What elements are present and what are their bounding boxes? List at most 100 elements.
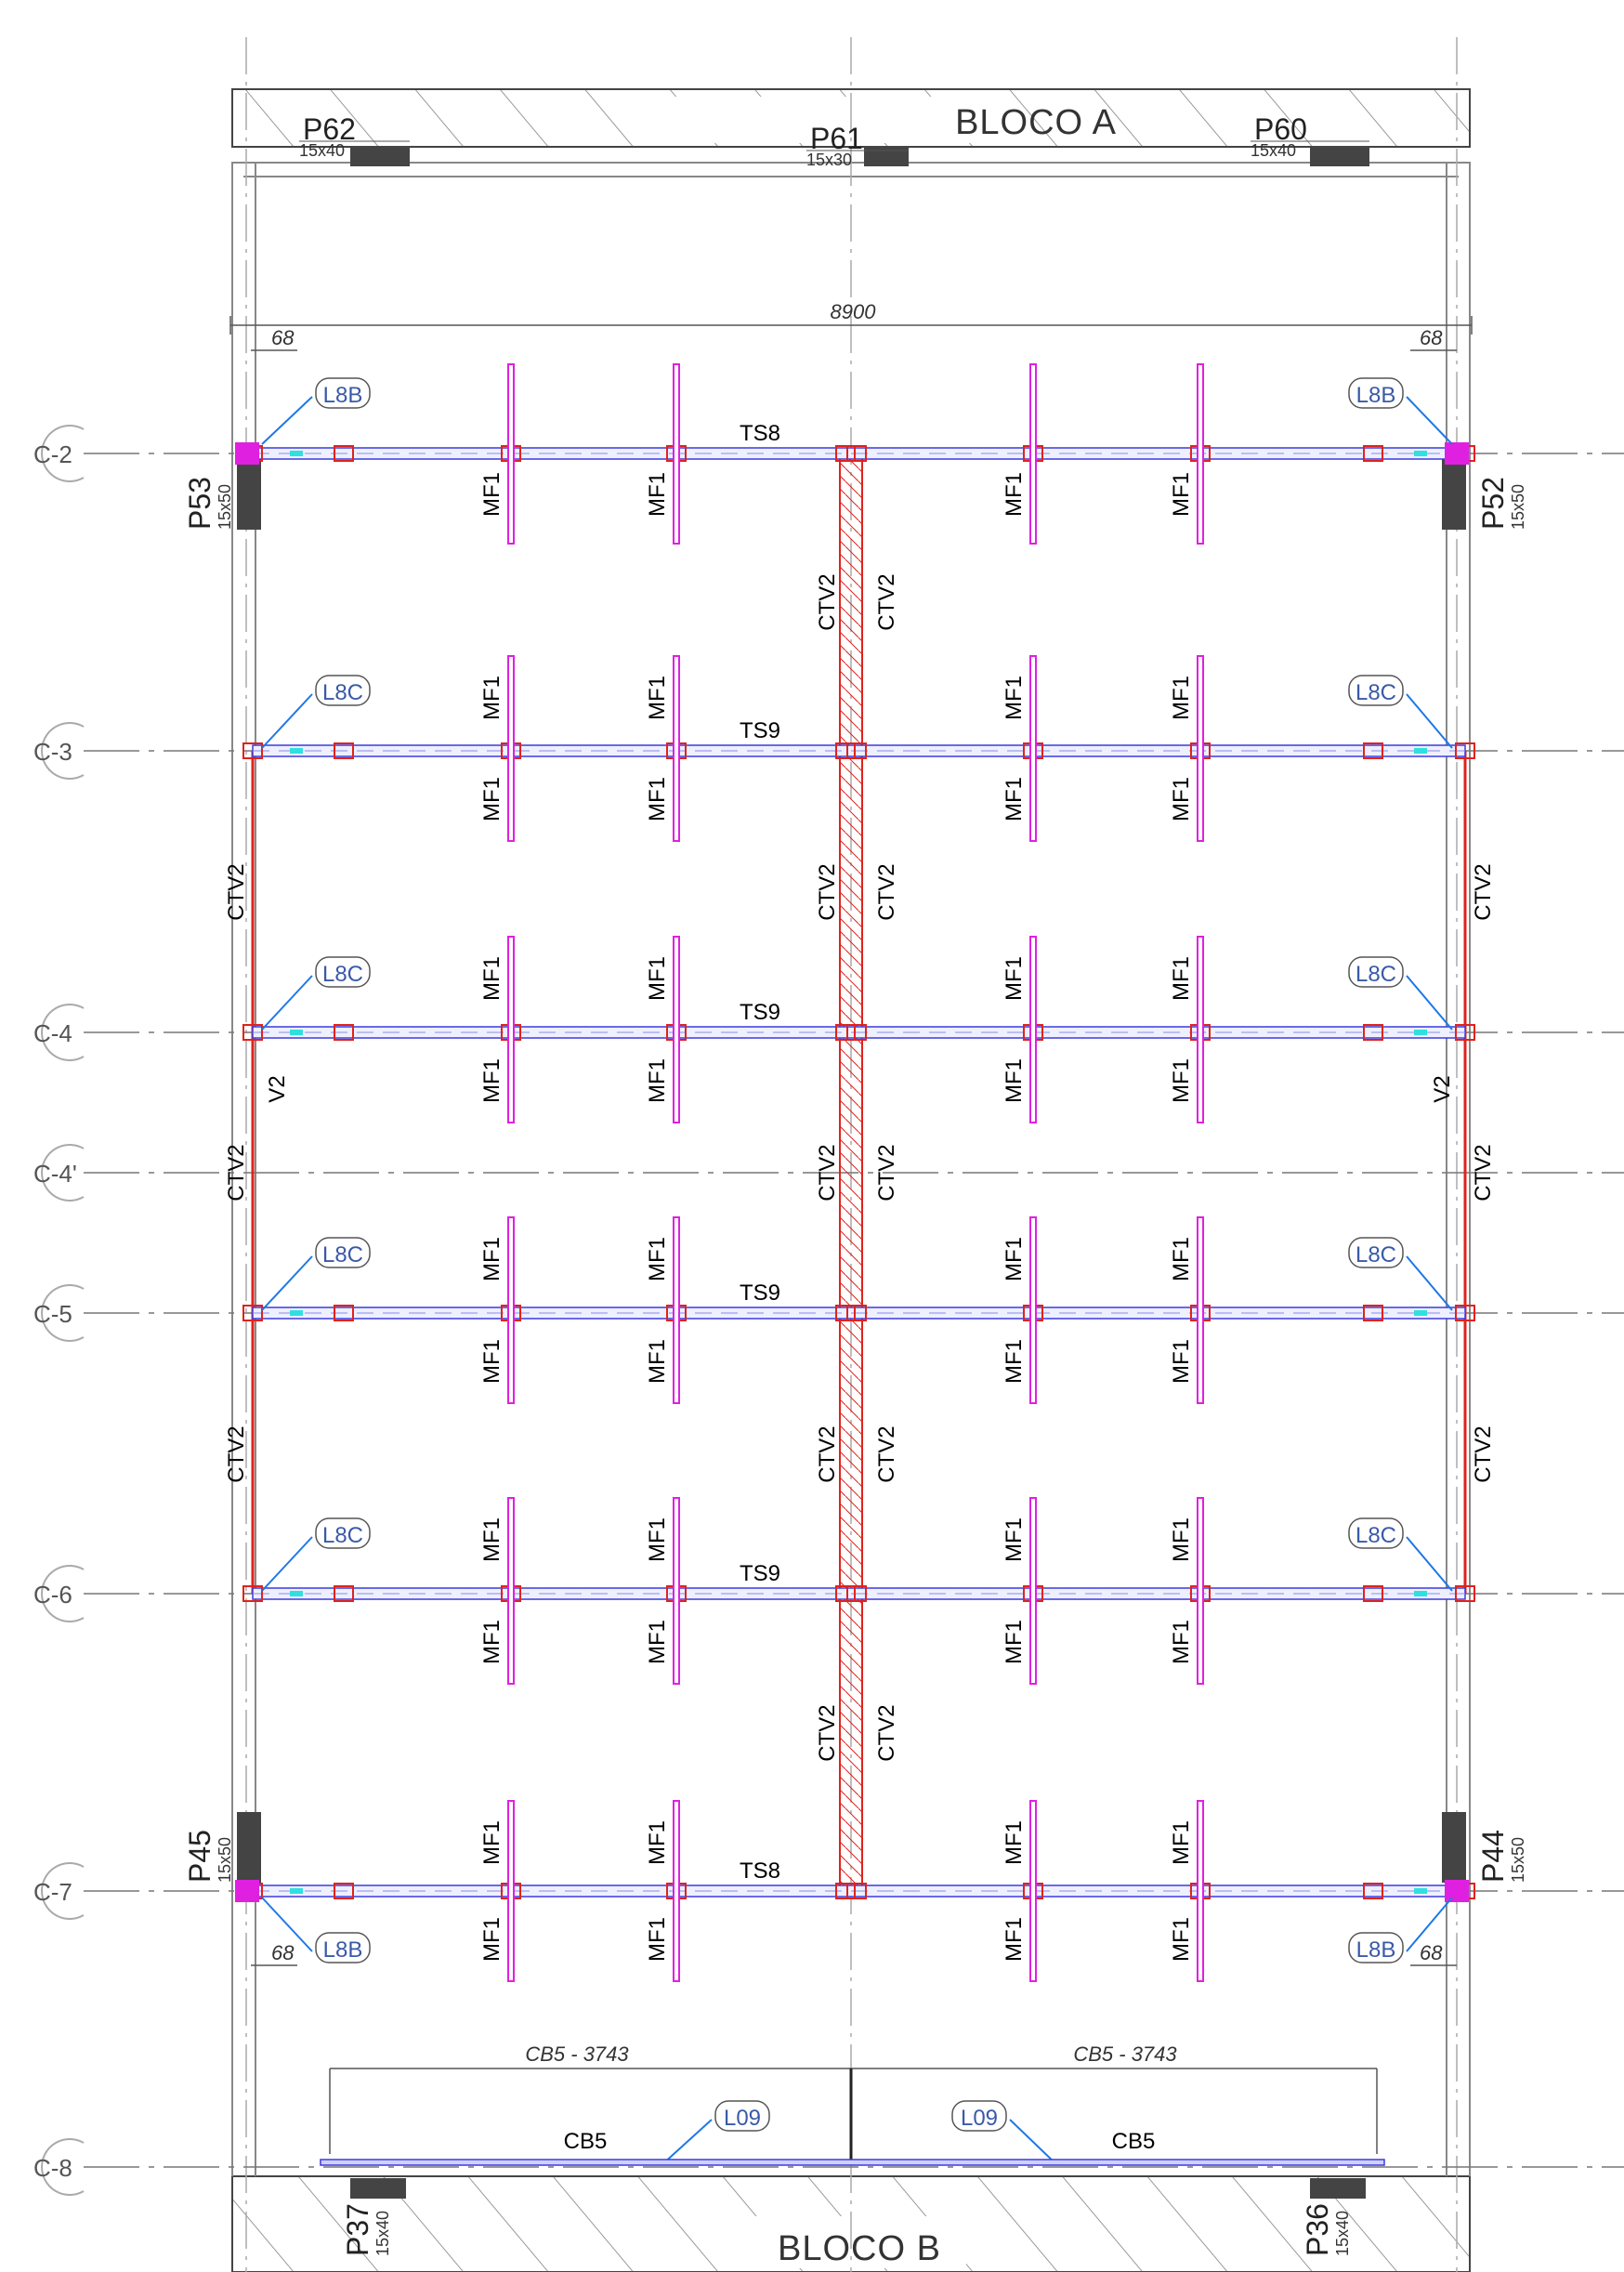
- mf1-label: MF1: [479, 1058, 504, 1103]
- axis-label-c7: C-7: [33, 1878, 72, 1906]
- callout-l8c-left-leader: [261, 693, 313, 749]
- callout-l8c-left-leader: [261, 1536, 313, 1592]
- axis-label-c4: C-4: [33, 1019, 72, 1047]
- callout-l8c-right-label: L8C: [1356, 1523, 1396, 1548]
- mf1-label: MF1: [1169, 472, 1194, 517]
- mf1-label: MF1: [1002, 1058, 1027, 1103]
- pillar-p60-size: 15x40: [1251, 141, 1296, 160]
- mf1-label: MF1: [1169, 956, 1194, 1001]
- mf1-label: MF1: [1002, 1820, 1027, 1865]
- pillar-p37-name: P37: [341, 2203, 374, 2256]
- mf-members: MF1 MF1 MF1 MF1 MF1 MF1 MF1 MF1 MF1 MF1 MF1 MF1 MF1 M…: [479, 363, 1204, 1982]
- cb5-label-right: CB5: [1112, 2129, 1156, 2154]
- beams: TS8 TS9 TS9 TS9 TS9 TS8: [235, 421, 1475, 1902]
- axis-bubble-c4p: [41, 1144, 85, 1202]
- beam-joint: [1455, 1305, 1475, 1321]
- beam-end-cap: [290, 1591, 303, 1596]
- beam-end-cap: [290, 451, 303, 456]
- mf1-label: MF1: [1002, 777, 1027, 821]
- mf1-member: [673, 1497, 680, 1685]
- beam-joint: [835, 742, 856, 759]
- pillar-p52-size: 15x50: [1509, 484, 1527, 530]
- callout-l8b-bottom-left-bubble: [315, 1932, 371, 1963]
- mf1-label: MF1: [645, 1917, 670, 1962]
- callout-l8b-bottom-right-bubble: [1348, 1932, 1404, 1963]
- beam-joint: [1363, 1585, 1383, 1602]
- pillar-p36: [1310, 2178, 1366, 2199]
- pillar-p53: [237, 459, 261, 530]
- bloco-a-label: BLOCO A: [955, 103, 1117, 142]
- beam-joint: [846, 1024, 867, 1041]
- pillar-p36-name: P36: [1301, 2203, 1334, 2256]
- ctv2-label-right: CTV2: [1471, 1144, 1496, 1201]
- beam-joint: [334, 1883, 354, 1899]
- callout-l8c-right-bubble: [1348, 1237, 1404, 1268]
- beam-joint: [1363, 742, 1383, 759]
- mf1-member: [673, 363, 680, 545]
- mf1-label: MF1: [479, 676, 504, 720]
- callout-l09-right-leader: [1009, 2119, 1058, 2166]
- callout-l8c-left-label: L8C: [322, 962, 363, 987]
- beam-end-cap: [290, 1310, 303, 1316]
- mf1-member: [1029, 936, 1037, 1123]
- callout-l8c-left-bubble: [315, 675, 371, 706]
- pillar-p44: [1442, 1812, 1466, 1883]
- callout-l8b-bottom-right-leader: [1406, 1897, 1453, 1952]
- beam-label-ts8: TS8: [740, 1858, 780, 1884]
- pillar-p62-size: 15x40: [299, 141, 345, 160]
- cb5-span-right: CB5 - 3743: [1073, 2042, 1177, 2066]
- ctv2-label-right: CTV2: [1471, 863, 1496, 920]
- axis-bubble-c4: [41, 1004, 85, 1061]
- callout-l8c-right-bubble: [1348, 1517, 1404, 1549]
- ctv2-label-left: CTV2: [224, 1425, 249, 1482]
- mf1-label: MF1: [1002, 1917, 1027, 1962]
- beam-joint: [835, 1883, 856, 1899]
- axis-bubble-c2: [41, 425, 85, 482]
- axis-label-c3: C-3: [33, 738, 72, 766]
- mf1-member: [1197, 1216, 1204, 1404]
- mf1-label: MF1: [1169, 1820, 1194, 1865]
- callout-l8c-left-label: L8C: [322, 680, 363, 705]
- mf1-label: MF1: [645, 676, 670, 720]
- callout-l8b-top-right-leader: [1406, 396, 1453, 445]
- bloco-b-label: BLOCO B: [778, 2229, 941, 2268]
- beam-joint: [835, 445, 856, 462]
- beam-label-ts9: TS9: [740, 1280, 780, 1306]
- callout-l09-left-label: L09: [724, 2106, 761, 2131]
- callout-l8c-right-label: L8C: [1356, 962, 1396, 987]
- mf1-label: MF1: [645, 1339, 670, 1384]
- callout-l09-left-bubble: [714, 2100, 770, 2132]
- beam-joint: [846, 742, 867, 759]
- pillar-connection: [1445, 442, 1469, 465]
- beam-end-cap: [290, 1030, 303, 1035]
- callout-l8c-left-label: L8C: [322, 1523, 363, 1548]
- offset-dim-label: 68: [271, 1941, 295, 1964]
- ctv2-label-center-left: CTV2: [815, 863, 840, 920]
- mf1-label: MF1: [645, 1620, 670, 1664]
- beam-joint: [1363, 1024, 1383, 1041]
- beam-joint: [1363, 1883, 1383, 1899]
- pillar-p52: [1442, 459, 1466, 530]
- axis-bubble-c8: [41, 2138, 85, 2196]
- mf1-label: MF1: [1002, 472, 1027, 517]
- ctv2-label-left: CTV2: [224, 1144, 249, 1201]
- ctv2-label-right: CTV2: [1471, 1425, 1496, 1482]
- callout-l8c-left-bubble: [315, 1237, 371, 1268]
- mf1-member: [673, 936, 680, 1123]
- pillar-p62-name: P62: [303, 112, 356, 146]
- callout-l8c-left-leader: [261, 1255, 313, 1311]
- mf1-member: [673, 655, 680, 842]
- axis-label-c6: C-6: [33, 1581, 72, 1609]
- callout-l8b-top-right-label: L8B: [1356, 383, 1396, 408]
- mf1-label: MF1: [1169, 1339, 1194, 1384]
- mf1-label: MF1: [1002, 1339, 1027, 1384]
- beam-joint: [835, 1585, 856, 1602]
- mf1-label: MF1: [1002, 1517, 1027, 1562]
- overall-dimension-label: 8900: [831, 300, 877, 323]
- callout-l8c-right-bubble: [1348, 956, 1404, 988]
- pillar-p61: [864, 146, 909, 166]
- ctv2-label-center-right: CTV2: [874, 573, 899, 630]
- ctv2-label-center-right: CTV2: [874, 1425, 899, 1482]
- pillar-p45-name: P45: [183, 1830, 216, 1883]
- beam-joint: [846, 445, 867, 462]
